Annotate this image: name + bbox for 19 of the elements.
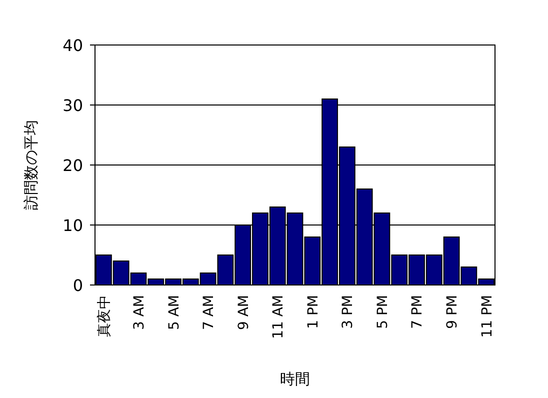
y-tick-label: 20 bbox=[62, 156, 83, 175]
y-tick-label: 10 bbox=[62, 216, 83, 235]
x-tick-label: 真夜中 bbox=[96, 295, 113, 337]
x-tick-label: 3 AM bbox=[131, 295, 148, 330]
x-tick-label: 3 PM bbox=[340, 295, 356, 329]
x-tick-label: 5 AM bbox=[166, 295, 182, 330]
x-axis-title: 時間 bbox=[280, 370, 310, 388]
y-tick-label: 30 bbox=[62, 96, 83, 115]
x-tick-label: 9 AM bbox=[236, 295, 252, 330]
x-tick-label: 7 PM bbox=[410, 295, 426, 329]
x-tick-label: 1 PM bbox=[305, 295, 322, 329]
x-tick-label: 7 AM bbox=[201, 295, 218, 330]
y-tick-label: 0 bbox=[72, 276, 83, 295]
x-tick-label: 5 PM bbox=[374, 295, 391, 329]
x-tick-label: 11 AM bbox=[270, 295, 287, 339]
y-axis-title: 訪問数の平均 bbox=[22, 120, 40, 210]
y-tick-label: 40 bbox=[62, 36, 83, 55]
x-tick-label: 9 PM bbox=[444, 295, 461, 329]
x-tick-label: 11 PM bbox=[479, 295, 496, 338]
